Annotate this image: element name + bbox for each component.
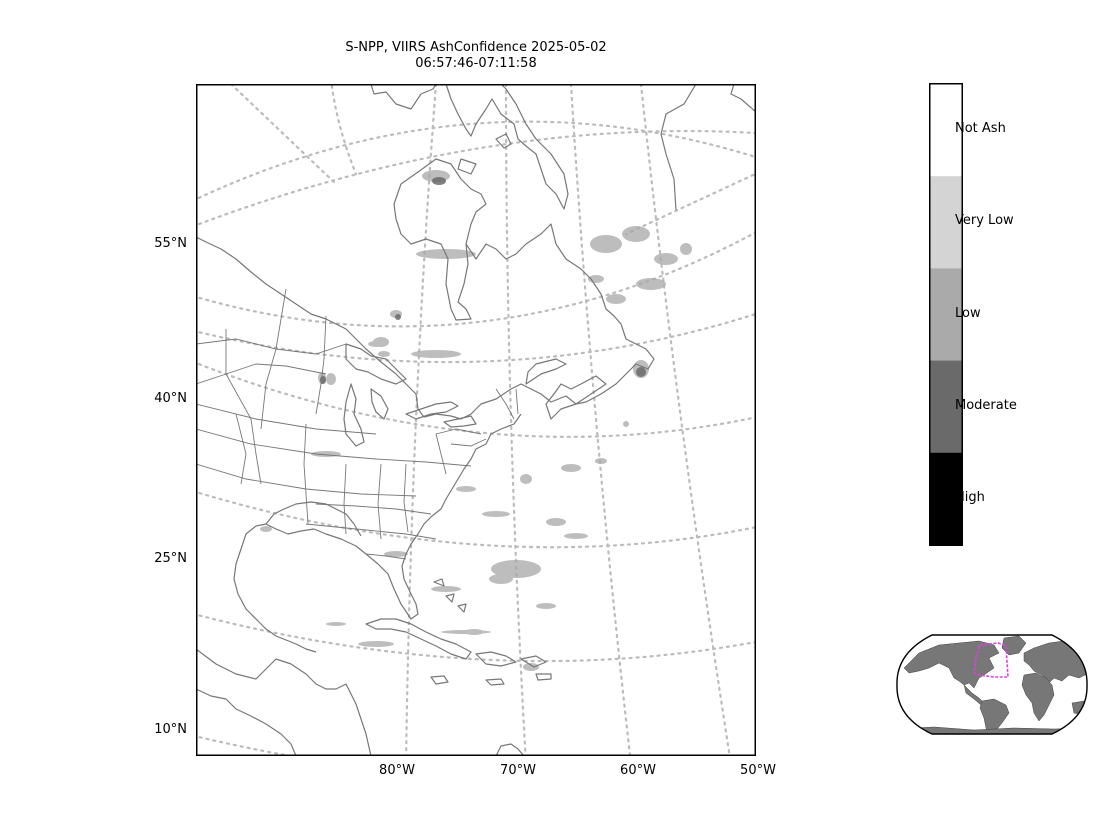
longitude-label: 80°W <box>379 763 415 778</box>
coastlines <box>196 84 756 756</box>
ash-confidence-colorbar <box>929 83 963 546</box>
map-title-line-1: S-NPP, VIIRS AshConfidence 2025-05-02 <box>345 40 607 55</box>
colorbar-swatch <box>930 84 962 177</box>
colorbar-swatch <box>930 176 962 269</box>
graticule-meridians <box>229 84 756 756</box>
longitude-label: 50°W <box>740 763 776 778</box>
longitude-label: 60°W <box>620 763 656 778</box>
inset-region-box <box>973 642 1009 678</box>
colorbar-label: Moderate <box>955 397 1017 413</box>
inset-land <box>896 635 1088 734</box>
latitude-label: 25°N <box>154 551 187 566</box>
colorbar-swatch <box>930 360 962 454</box>
ash-detections <box>260 170 692 671</box>
colorbar-label: Very Low <box>955 213 1014 229</box>
graticule-latitudes <box>196 120 756 756</box>
colorbar-label: High <box>955 489 985 505</box>
colorbar-label: Not Ash <box>955 121 1006 137</box>
latitude-label: 40°N <box>154 391 187 406</box>
map-title-line-2: 06:57:46-07:11:58 <box>415 56 537 71</box>
longitude-label: 70°W <box>500 763 536 778</box>
latitude-label: 55°N <box>154 236 187 251</box>
colorbar-label: Low <box>955 305 981 321</box>
inset-world-map <box>896 634 1088 735</box>
map-panel <box>196 84 756 756</box>
latitude-label: 10°N <box>154 722 187 737</box>
colorbar-swatch <box>930 452 962 546</box>
map-canvas <box>196 84 756 756</box>
colorbar-swatch <box>930 268 962 362</box>
political-boundaries <box>196 288 519 560</box>
colorbar-swatches <box>929 83 963 546</box>
